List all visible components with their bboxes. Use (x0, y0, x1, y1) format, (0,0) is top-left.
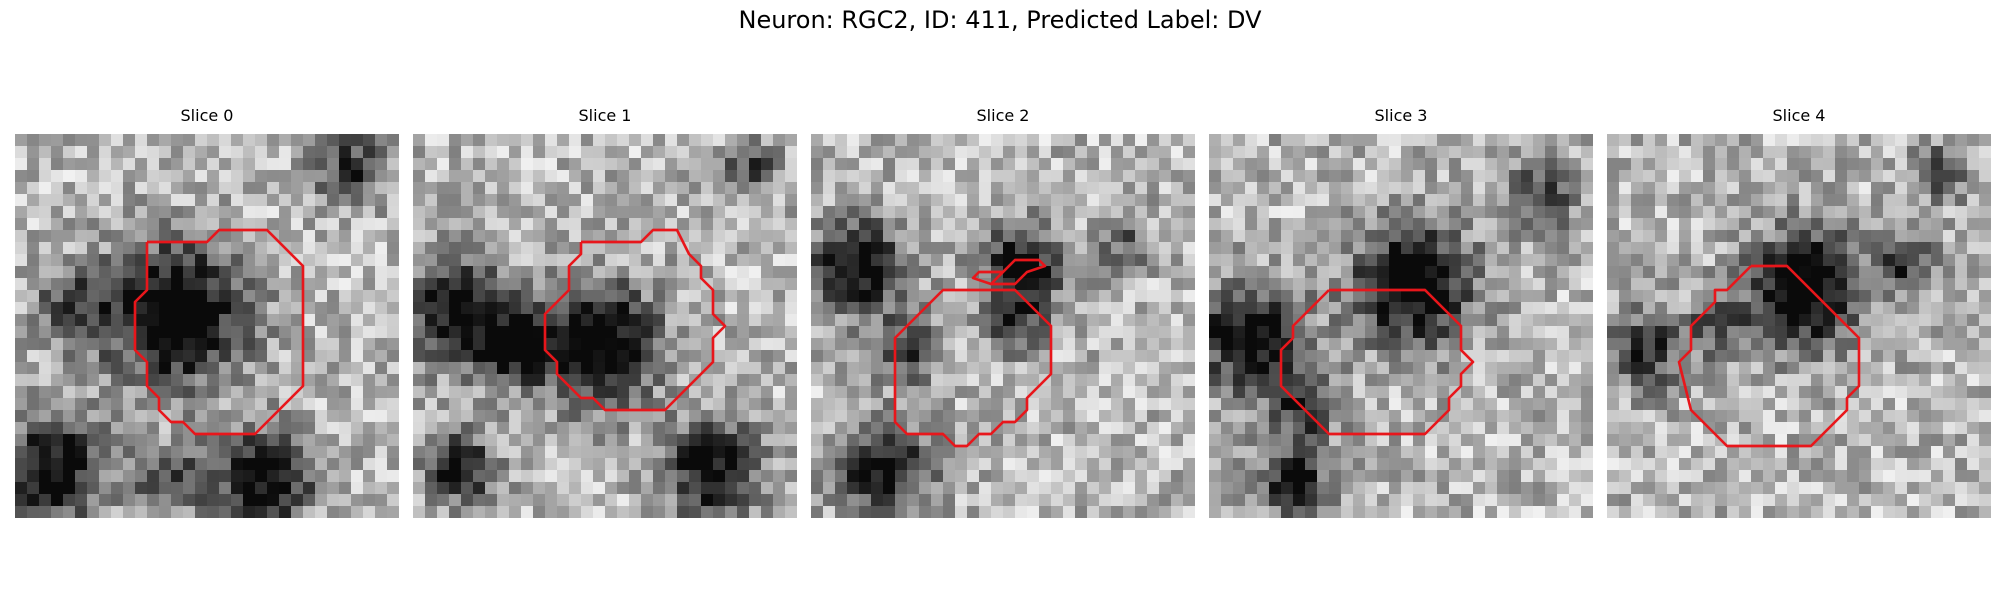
contour-line (1279, 288, 1475, 436)
slice-raster (15, 134, 399, 518)
slice-image-1 (413, 134, 797, 518)
slice-panel-2: Slice 2 (811, 106, 1195, 518)
slice-raster (811, 134, 1195, 518)
slice-panel-3: Slice 3 (1209, 106, 1593, 518)
slice-panel-1: Slice 1 (413, 106, 797, 518)
figure-title: Neuron: RGC2, ID: 411, Predicted Label: … (738, 6, 1262, 34)
contour-line (971, 258, 1047, 286)
contour-line (1677, 264, 1861, 448)
contour-overlay (1677, 264, 1861, 448)
slice-panel-0: Slice 0 (15, 106, 399, 518)
slice-image-4 (1607, 134, 1991, 518)
slice-image-2 (811, 134, 1195, 518)
contour-line (133, 228, 305, 436)
contour-line (893, 288, 1053, 448)
contour-overlay (893, 258, 1053, 448)
contour-overlay (543, 228, 727, 412)
slice-raster (1607, 134, 1991, 518)
contour-overlay (1279, 288, 1475, 436)
slice-image-3 (1209, 134, 1593, 518)
slice-image-0 (15, 134, 399, 518)
slice-title: Slice 0 (180, 106, 234, 125)
slice-title: Slice 2 (976, 106, 1030, 125)
contour-line (543, 228, 727, 412)
slice-raster (413, 134, 797, 518)
slice-raster (1209, 134, 1593, 518)
slice-title: Slice 4 (1772, 106, 1826, 125)
slice-panel-4: Slice 4 (1607, 106, 1991, 518)
slice-title: Slice 3 (1374, 106, 1428, 125)
slice-title: Slice 1 (578, 106, 632, 125)
contour-overlay (133, 228, 305, 436)
